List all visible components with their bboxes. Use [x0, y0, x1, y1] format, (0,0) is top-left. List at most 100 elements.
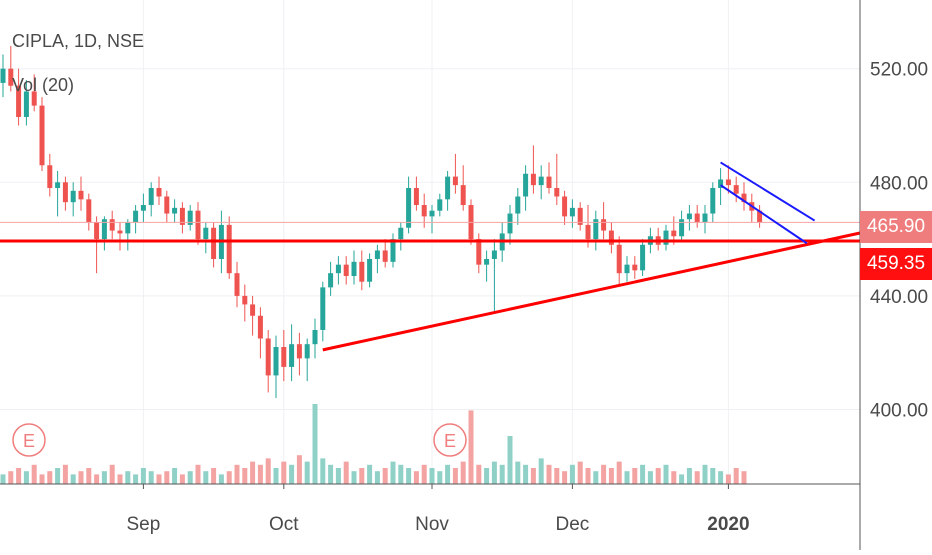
candle[interactable] [694, 205, 700, 228]
candle[interactable] [601, 202, 607, 240]
candle[interactable] [312, 318, 318, 359]
candle[interactable] [86, 193, 92, 231]
earnings-event-marker[interactable]: E [433, 423, 467, 457]
candle[interactable] [335, 256, 341, 285]
channel-upper-line[interactable] [720, 161, 816, 222]
candle[interactable] [686, 205, 692, 231]
candle[interactable] [133, 205, 139, 234]
channel-lower-line[interactable] [720, 184, 808, 245]
candle[interactable] [39, 97, 45, 171]
volume-bar [663, 464, 669, 484]
candle[interactable] [70, 182, 76, 217]
candle[interactable] [406, 176, 412, 234]
candle[interactable] [289, 324, 295, 382]
candle[interactable] [109, 210, 115, 240]
candle[interactable] [562, 190, 568, 225]
candle[interactable] [523, 165, 529, 211]
candle[interactable] [390, 233, 396, 268]
candle[interactable] [23, 80, 29, 126]
candle[interactable] [320, 281, 326, 342]
candle[interactable] [47, 153, 53, 197]
candle[interactable] [250, 295, 256, 336]
candle[interactable] [156, 176, 162, 206]
candle[interactable] [757, 205, 763, 228]
candle[interactable] [203, 222, 209, 254]
candle[interactable] [179, 202, 185, 234]
candle[interactable] [507, 205, 513, 245]
candle[interactable] [304, 338, 310, 382]
candle[interactable] [710, 182, 716, 223]
candle[interactable] [679, 210, 685, 242]
candle[interactable] [608, 222, 614, 254]
candle[interactable] [484, 250, 490, 282]
candle[interactable] [351, 250, 357, 285]
candle[interactable] [195, 202, 201, 245]
candle[interactable] [117, 222, 123, 251]
candle[interactable] [343, 256, 349, 285]
candle[interactable] [62, 176, 68, 211]
candle[interactable] [55, 170, 61, 217]
candle[interactable] [741, 182, 747, 211]
candle[interactable] [616, 236, 622, 285]
candle[interactable] [382, 239, 388, 268]
candle[interactable] [437, 193, 443, 217]
candle[interactable] [211, 222, 217, 268]
candle[interactable] [359, 250, 365, 291]
candle[interactable] [187, 205, 193, 231]
candle[interactable] [491, 239, 497, 313]
candle[interactable] [398, 222, 404, 251]
candle[interactable] [242, 284, 248, 322]
candle[interactable] [460, 165, 466, 211]
candle-body [125, 222, 131, 234]
volume-indicator-label[interactable]: Vol (20) [12, 75, 75, 95]
candle[interactable] [546, 162, 552, 194]
candle[interactable] [8, 45, 14, 92]
candle[interactable] [16, 68, 22, 126]
candle[interactable] [0, 54, 6, 98]
candle[interactable] [624, 256, 630, 282]
candle[interactable] [530, 145, 536, 194]
candle[interactable] [125, 219, 131, 251]
candle[interactable] [273, 335, 279, 399]
candle[interactable] [577, 202, 583, 231]
candle[interactable] [328, 261, 334, 296]
candle[interactable] [281, 329, 287, 382]
candle[interactable] [476, 233, 482, 274]
candle[interactable] [655, 227, 661, 251]
candle[interactable] [257, 307, 263, 359]
candle[interactable] [226, 216, 232, 279]
candle[interactable] [663, 224, 669, 251]
candle[interactable] [515, 187, 521, 225]
candle[interactable] [31, 74, 37, 112]
candle[interactable] [234, 261, 240, 308]
ascending-trendline[interactable] [322, 231, 861, 352]
candle[interactable] [445, 170, 451, 211]
candle[interactable] [140, 193, 146, 223]
candle[interactable] [164, 190, 170, 223]
candle-body [554, 187, 560, 197]
candle[interactable] [569, 199, 575, 228]
candle[interactable] [593, 210, 599, 251]
candle[interactable] [78, 176, 84, 211]
candle[interactable] [725, 165, 731, 194]
candle[interactable] [452, 153, 458, 194]
candle[interactable] [148, 182, 154, 217]
candle[interactable] [101, 216, 107, 251]
candle[interactable] [296, 332, 302, 376]
candle[interactable] [718, 168, 724, 206]
candle[interactable] [265, 329, 271, 393]
candle[interactable] [94, 216, 100, 274]
candle[interactable] [374, 244, 380, 274]
earnings-event-marker[interactable]: E [12, 423, 46, 457]
candle[interactable] [429, 205, 435, 234]
candle[interactable] [702, 205, 708, 234]
candle[interactable] [554, 153, 560, 206]
candle[interactable] [413, 176, 419, 211]
candle[interactable] [172, 199, 178, 223]
candle[interactable] [538, 165, 544, 200]
candle[interactable] [640, 239, 646, 277]
candle[interactable] [733, 176, 739, 203]
candle[interactable] [632, 256, 638, 279]
candle[interactable] [367, 253, 373, 288]
volume-bar [335, 468, 341, 484]
